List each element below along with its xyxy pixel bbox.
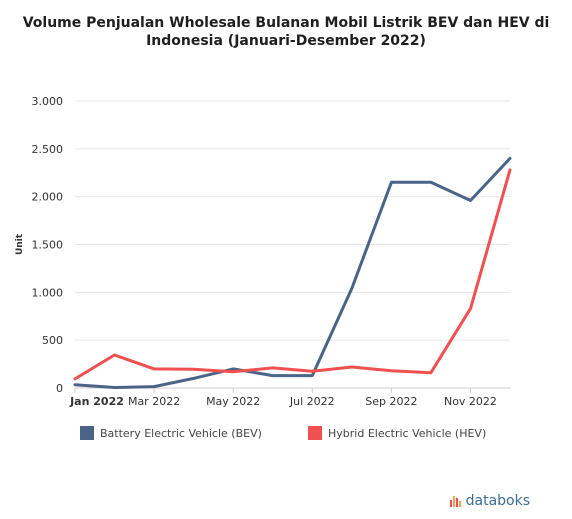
y-tick-label: 3.000 [32, 95, 64, 108]
series-line-hev [73, 168, 512, 381]
axes [74, 387, 510, 393]
x-tick-label: Sep 2022 [365, 395, 417, 408]
y-axis-title: Unit [15, 233, 25, 255]
gridlines [75, 100, 510, 341]
databoks-logo-text: databoks [465, 493, 530, 509]
x-tick-label: Nov 2022 [444, 395, 497, 408]
tick-labels: 0 500 1.000 1.500 2.000 2.500 3.000 Jan 2022 Mar… [15, 95, 497, 408]
legend-swatch-bev [80, 426, 94, 440]
series-line-bev [73, 156, 512, 389]
legend-swatch-hev [308, 426, 322, 440]
x-tick-label: Jan 2022 [69, 395, 124, 408]
databoks-logo-icon [449, 496, 461, 507]
y-tick-label: 1.500 [32, 239, 64, 252]
chart-title: Volume Penjualan Wholesale Bulanan Mobil… [22, 15, 550, 49]
x-tick-label: Jul 2022 [289, 395, 335, 408]
series-lines [73, 156, 512, 389]
y-tick-label: 2.000 [32, 191, 64, 204]
legend-label-bev: Battery Electric Vehicle (BEV) [100, 426, 262, 440]
x-tick-label: Mar 2022 [128, 395, 180, 408]
legend: Battery Electric Vehicle (BEV) Hybrid El… [80, 426, 540, 446]
y-tick-label: 500 [42, 334, 63, 347]
legend-label-hev: Hybrid Electric Vehicle (HEV) [328, 426, 487, 440]
y-tick-label: 0 [56, 382, 63, 395]
x-tick-label: May 2022 [206, 395, 260, 408]
y-tick-label: 1.000 [32, 286, 64, 299]
legend-item-hev[interactable]: Hybrid Electric Vehicle (HEV) [308, 426, 486, 440]
legend-item-bev[interactable]: Battery Electric Vehicle (BEV) [80, 426, 262, 440]
y-tick-label: 2.500 [32, 143, 64, 156]
databoks-logo[interactable]: databoks [449, 493, 530, 509]
